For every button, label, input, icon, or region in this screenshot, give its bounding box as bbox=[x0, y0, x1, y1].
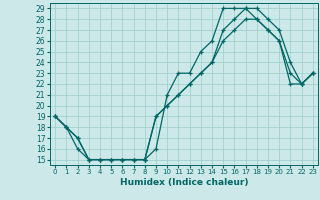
X-axis label: Humidex (Indice chaleur): Humidex (Indice chaleur) bbox=[120, 178, 248, 187]
